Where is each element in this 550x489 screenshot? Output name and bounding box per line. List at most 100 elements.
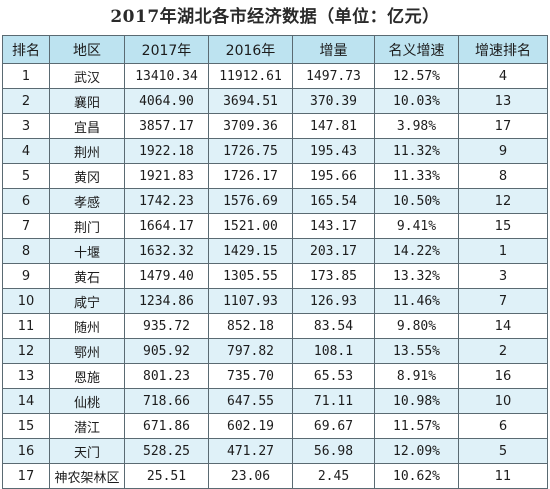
table-row: 11 随州 935.72 852.18 83.54 9.80% 14	[2, 313, 548, 339]
cell-2017: 13410.34	[124, 63, 209, 89]
cell-2016: 3709.36	[208, 113, 293, 139]
cell-rank: 10	[2, 288, 50, 314]
table-row: 4 荆州 1922.18 1726.75 195.43 11.32% 9	[2, 138, 548, 164]
cell-growth-rate: 9.41%	[374, 213, 459, 239]
cell-region: 襄阳	[49, 88, 125, 114]
cell-increment: 65.53	[292, 363, 375, 389]
header-2017: 2017年	[124, 35, 209, 64]
table-row: 15 潜江 671.86 602.19 69.67 11.57% 6	[2, 413, 548, 439]
table-row: 5 黄冈 1921.83 1726.17 195.66 11.33% 8	[2, 163, 548, 189]
cell-increment: 108.1	[292, 338, 375, 364]
cell-increment: 69.67	[292, 413, 375, 439]
cell-increment: 370.39	[292, 88, 375, 114]
header-2016: 2016年	[208, 35, 293, 64]
cell-region: 黄冈	[49, 163, 125, 189]
cell-rank: 14	[2, 388, 50, 414]
cell-growth-rate: 14.22%	[374, 238, 459, 264]
cell-region: 孝感	[49, 188, 125, 214]
header-region: 地区	[49, 35, 125, 64]
cell-2016: 1726.75	[208, 138, 293, 164]
cell-2016: 3694.51	[208, 88, 293, 114]
cell-rank: 9	[2, 263, 50, 289]
cell-2017: 1921.83	[124, 163, 209, 189]
cell-increment: 195.66	[292, 163, 375, 189]
cell-growth-rate: 3.98%	[374, 113, 459, 139]
cell-2016: 23.06	[208, 463, 293, 489]
header-increment: 增量	[292, 35, 375, 64]
cell-rank: 13	[2, 363, 50, 389]
cell-2017: 1632.32	[124, 238, 209, 264]
cell-region: 宜昌	[49, 113, 125, 139]
economy-data-table: 排名 地区 2017年 2016年 增量 名义增速 增速排名 1 武汉 13410.…	[2, 35, 548, 489]
cell-growth-rate: 13.32%	[374, 263, 459, 289]
cell-growth-rate: 11.46%	[374, 288, 459, 314]
cell-2017: 671.86	[124, 413, 209, 439]
cell-region: 荆州	[49, 138, 125, 164]
cell-growth-rank: 9	[458, 138, 548, 164]
cell-growth-rank: 12	[458, 188, 548, 214]
cell-2016: 471.27	[208, 438, 293, 464]
cell-growth-rank: 14	[458, 313, 548, 339]
cell-region: 荆门	[49, 213, 125, 239]
cell-2017: 935.72	[124, 313, 209, 339]
table-row: 6 孝感 1742.23 1576.69 165.54 10.50% 12	[2, 188, 548, 214]
cell-rank: 3	[2, 113, 50, 139]
cell-region: 随州	[49, 313, 125, 339]
table-row: 16 天门 528.25 471.27 56.98 12.09% 5	[2, 438, 548, 464]
cell-2017: 1234.86	[124, 288, 209, 314]
cell-increment: 143.17	[292, 213, 375, 239]
cell-growth-rate: 10.03%	[374, 88, 459, 114]
cell-region: 仙桃	[49, 388, 125, 414]
cell-growth-rank: 5	[458, 438, 548, 464]
cell-2016: 647.55	[208, 388, 293, 414]
cell-region: 黄石	[49, 263, 125, 289]
cell-2017: 3857.17	[124, 113, 209, 139]
cell-2016: 602.19	[208, 413, 293, 439]
cell-increment: 126.93	[292, 288, 375, 314]
cell-2016: 1429.15	[208, 238, 293, 264]
cell-region: 鄂州	[49, 338, 125, 364]
cell-rank: 8	[2, 238, 50, 264]
cell-2016: 1107.93	[208, 288, 293, 314]
cell-growth-rate: 9.80%	[374, 313, 459, 339]
cell-growth-rank: 3	[458, 263, 548, 289]
cell-increment: 195.43	[292, 138, 375, 164]
cell-region: 恩施	[49, 363, 125, 389]
cell-2017: 1479.40	[124, 263, 209, 289]
cell-growth-rate: 10.98%	[374, 388, 459, 414]
cell-growth-rank: 10	[458, 388, 548, 414]
cell-increment: 83.54	[292, 313, 375, 339]
cell-increment: 1497.73	[292, 63, 375, 89]
cell-2017: 1742.23	[124, 188, 209, 214]
cell-2017: 4064.90	[124, 88, 209, 114]
cell-growth-rate: 13.55%	[374, 338, 459, 364]
cell-growth-rank: 13	[458, 88, 548, 114]
cell-growth-rate: 8.91%	[374, 363, 459, 389]
cell-2017: 25.51	[124, 463, 209, 489]
cell-growth-rank: 8	[458, 163, 548, 189]
cell-2016: 1521.00	[208, 213, 293, 239]
cell-growth-rank: 11	[458, 463, 548, 489]
table-row: 13 恩施 801.23 735.70 65.53 8.91% 16	[2, 363, 548, 389]
table-row: 2 襄阳 4064.90 3694.51 370.39 10.03% 13	[2, 88, 548, 114]
cell-region: 咸宁	[49, 288, 125, 314]
cell-2016: 11912.61	[208, 63, 293, 89]
cell-2016: 852.18	[208, 313, 293, 339]
cell-rank: 17	[2, 463, 50, 489]
table-row: 3 宜昌 3857.17 3709.36 147.81 3.98% 17	[2, 113, 548, 139]
table-title: 2017年湖北各市经济数据（单位：亿元）	[110, 7, 440, 27]
cell-growth-rate: 11.57%	[374, 413, 459, 439]
table-row: 9 黄石 1479.40 1305.55 173.85 13.32% 3	[2, 263, 548, 289]
cell-2017: 1922.18	[124, 138, 209, 164]
cell-rank: 11	[2, 313, 50, 339]
cell-2017: 905.92	[124, 338, 209, 364]
cell-growth-rate: 11.32%	[374, 138, 459, 164]
cell-growth-rank: 16	[458, 363, 548, 389]
cell-2017: 718.66	[124, 388, 209, 414]
cell-2016: 1576.69	[208, 188, 293, 214]
cell-growth-rate: 10.50%	[374, 188, 459, 214]
cell-growth-rank: 1	[458, 238, 548, 264]
table-row: 17 神农架林区 25.51 23.06 2.45 10.62% 11	[2, 463, 548, 489]
table-row: 8 十堰 1632.32 1429.15 203.17 14.22% 1	[2, 238, 548, 264]
